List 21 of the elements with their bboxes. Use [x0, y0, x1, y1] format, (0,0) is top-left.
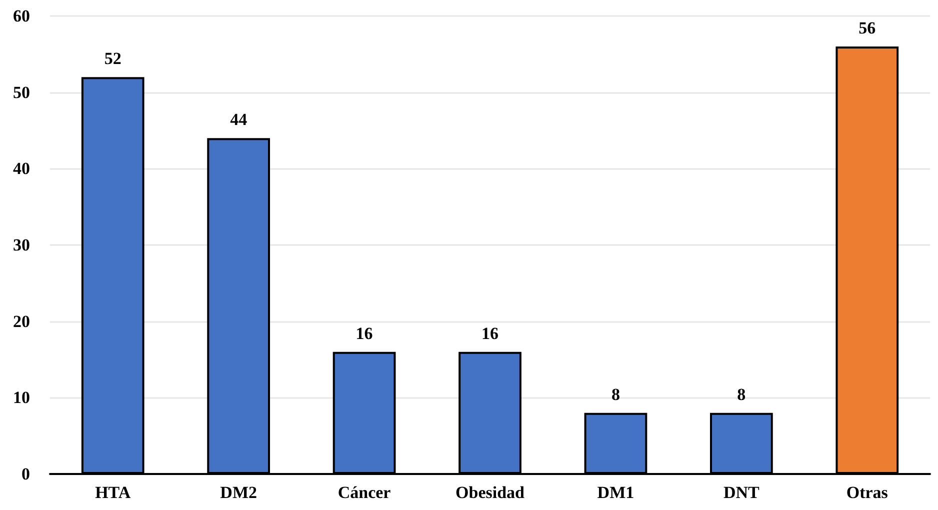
- y-tick-label: 20: [13, 312, 30, 331]
- y-tick-label: 30: [13, 236, 30, 254]
- data-label: 56: [858, 18, 876, 38]
- data-label: 16: [482, 324, 498, 343]
- x-tick-label: Obesidad: [456, 483, 526, 502]
- data-label: 16: [356, 324, 373, 343]
- data-label: 8: [737, 384, 746, 404]
- y-tick-label: 60: [13, 6, 30, 26]
- x-tick-label: DM1: [597, 483, 634, 502]
- data-label: 44: [230, 110, 248, 130]
- y-tick-label: 0: [22, 464, 30, 484]
- x-tick-label: DNT: [723, 483, 760, 502]
- x-tick-label: DM2: [220, 483, 257, 502]
- data-label: 8: [611, 384, 620, 404]
- y-tick-label: 50: [13, 82, 30, 102]
- x-tick-label: Otras: [846, 483, 888, 502]
- y-tick-label: 10: [13, 388, 30, 408]
- data-label: 52: [104, 49, 122, 68]
- y-tick-label: 40: [13, 159, 30, 178]
- x-tick-label: Cáncer: [338, 483, 392, 502]
- x-tick-label: HTA: [95, 483, 132, 502]
